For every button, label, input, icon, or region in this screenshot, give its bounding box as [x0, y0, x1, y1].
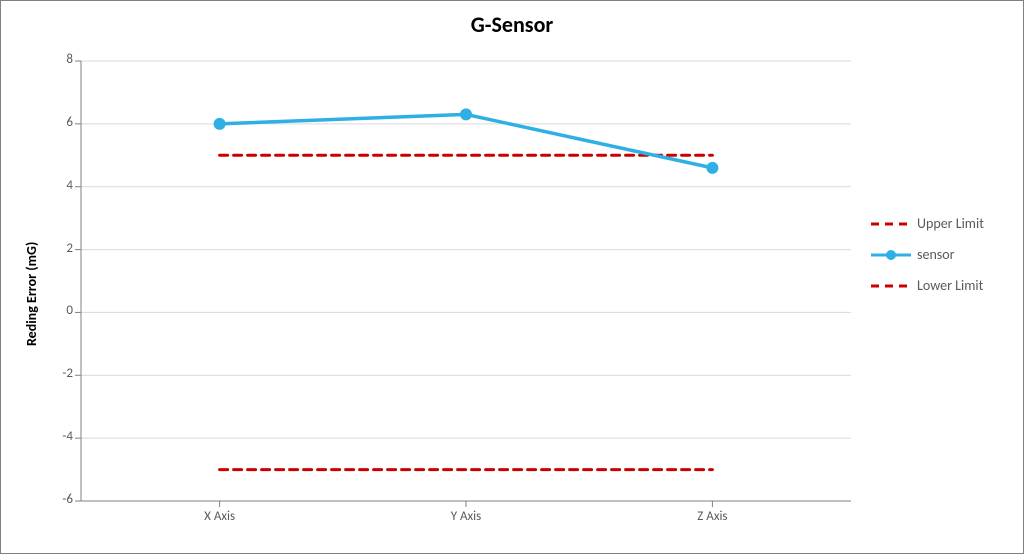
legend-label: Lower Limit [917, 277, 983, 294]
series-line [220, 114, 713, 167]
series-marker [460, 108, 472, 120]
chart-frame: G-Sensor Reding Error (mG) Upper Limit se… [0, 0, 1024, 554]
y-tick-label: 2 [37, 241, 73, 256]
series-marker [706, 162, 718, 174]
legend: Upper Limit sensor Lower Limit [871, 201, 984, 308]
y-tick-label: 6 [37, 115, 73, 130]
legend-item: Upper Limit [871, 215, 984, 232]
legend-item: Lower Limit [871, 277, 984, 294]
y-tick-label: -4 [37, 429, 73, 444]
plot-area [81, 61, 851, 501]
x-tick-label: Y Axis [451, 509, 482, 524]
legend-label: sensor [917, 246, 955, 263]
legend-swatch [871, 216, 911, 232]
y-tick-label: -2 [37, 366, 73, 381]
legend-swatch [871, 247, 911, 263]
x-tick-label: Z Axis [697, 509, 727, 524]
legend-item: sensor [871, 246, 984, 263]
y-tick-label: -6 [37, 492, 73, 507]
chart-title: G-Sensor [1, 11, 1023, 38]
x-tick-label: X Axis [204, 509, 235, 524]
y-tick-label: 0 [37, 303, 73, 318]
legend-swatch [871, 278, 911, 294]
legend-label: Upper Limit [917, 215, 984, 232]
y-axis-title: Reding Error (mG) [23, 242, 40, 346]
y-tick-label: 4 [37, 178, 73, 193]
y-tick-label: 8 [37, 52, 73, 67]
series-marker [214, 118, 226, 130]
plot-svg [81, 61, 851, 501]
